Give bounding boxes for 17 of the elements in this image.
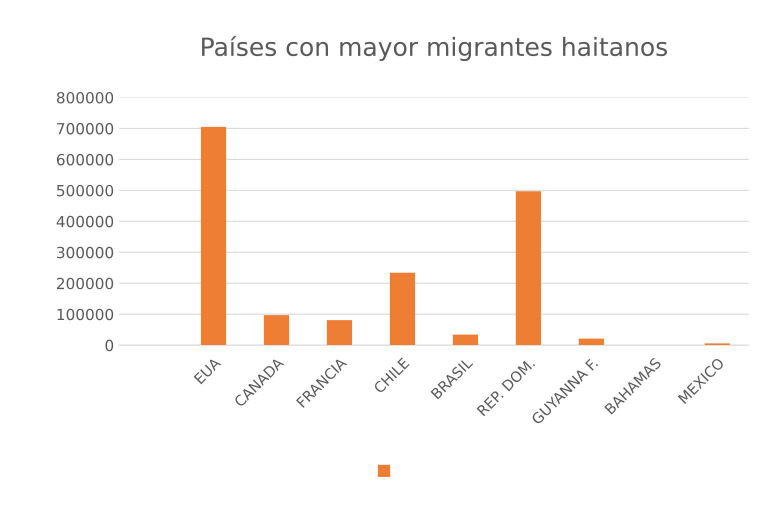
y-tick-label: 300000 xyxy=(57,246,114,258)
chart-title: Países con mayor migrantes haitanos xyxy=(202,36,667,62)
bar xyxy=(452,334,478,346)
y-tick-label: 800000 xyxy=(56,92,114,104)
bar xyxy=(390,272,416,346)
y-tick-label: 700000 xyxy=(57,122,114,134)
y-tick-label: 400000 xyxy=(56,216,114,228)
bar xyxy=(516,191,541,346)
bar xyxy=(200,126,226,346)
y-tick-label: 500000 xyxy=(57,184,114,196)
bar xyxy=(326,320,352,346)
bar xyxy=(578,338,604,346)
bar xyxy=(264,315,290,346)
y-tick-label: 100000 xyxy=(58,308,114,320)
y-tick-label: 200000 xyxy=(56,278,114,290)
y-tick-label: 600000 xyxy=(56,154,114,166)
y-tick-label: 0 xyxy=(105,340,114,352)
